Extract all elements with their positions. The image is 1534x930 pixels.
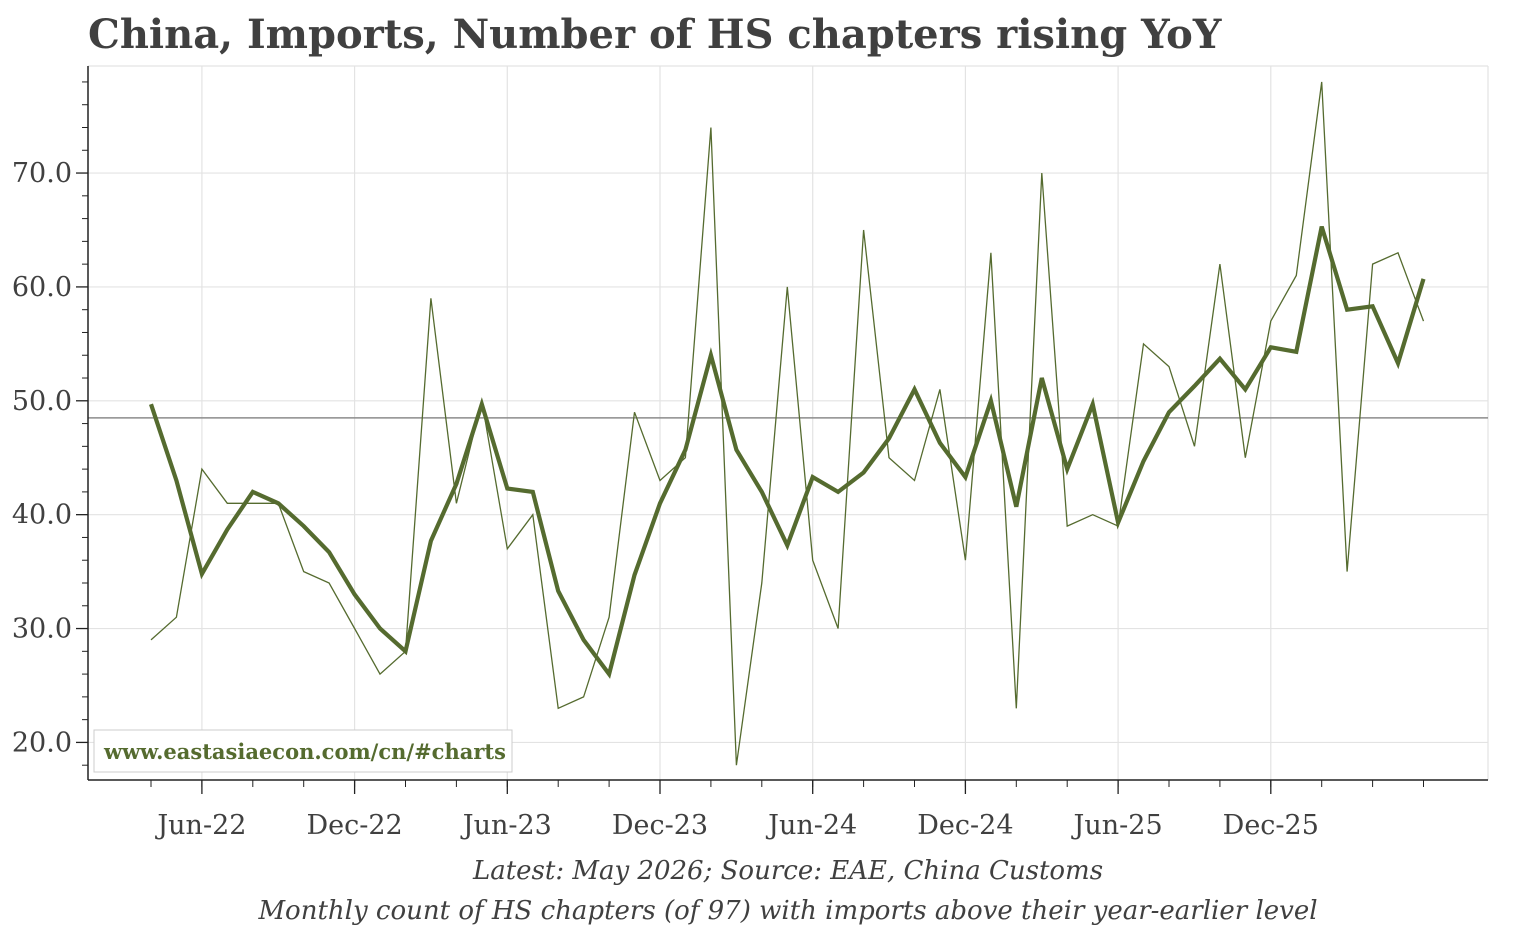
footnote-description: Monthly count of HS chapters (of 97) wit…: [257, 896, 1317, 926]
y-axis-ticks: 20.0 30.0 40.0 50.0 60.0 70.0: [12, 81, 88, 766]
y-tick-label: 60.0: [12, 272, 72, 303]
x-tick-label: Dec-25: [1223, 810, 1319, 841]
x-axis-ticks: Jun-22 Dec-22 Jun-23 Dec-23 Jun-24 Dec-24 Jun-…: [150, 780, 1424, 841]
x-tick-label: Dec-24: [917, 810, 1013, 841]
watermark-box: www.eastasiaecon.com/cn/#charts: [93, 729, 513, 773]
watermark-frame: [93, 729, 513, 773]
series-thin: [150, 81, 1425, 766]
series-line-thin: [150, 81, 1425, 766]
grid: [88, 65, 1489, 780]
x-tick-label: Jun-24: [765, 810, 857, 841]
y-tick-label: 40.0: [12, 500, 72, 531]
series-thick: [149, 225, 1426, 679]
x-tick-label: Dec-22: [306, 810, 402, 841]
x-tick-label: Jun-23: [460, 810, 552, 841]
x-tick-label: Jun-22: [154, 810, 246, 841]
watermark: www.eastasiaecon.com/cn/#charts: [103, 739, 506, 764]
footnote-source: Latest: May 2026; Source: EAE, China Cus…: [472, 856, 1103, 886]
chart-title: China, Imports, Number of HS chapters ri…: [88, 11, 1222, 58]
x-tick-label: Jun-25: [1071, 810, 1163, 841]
x-tick-label: Dec-23: [612, 810, 708, 841]
y-tick-label: 50.0: [12, 386, 72, 417]
axes: [87, 66, 1488, 781]
y-tick-label: 30.0: [12, 614, 72, 645]
series-line-thick: [149, 225, 1426, 679]
y-tick-label: 20.0: [12, 727, 72, 758]
y-tick-label: 70.0: [12, 158, 72, 189]
